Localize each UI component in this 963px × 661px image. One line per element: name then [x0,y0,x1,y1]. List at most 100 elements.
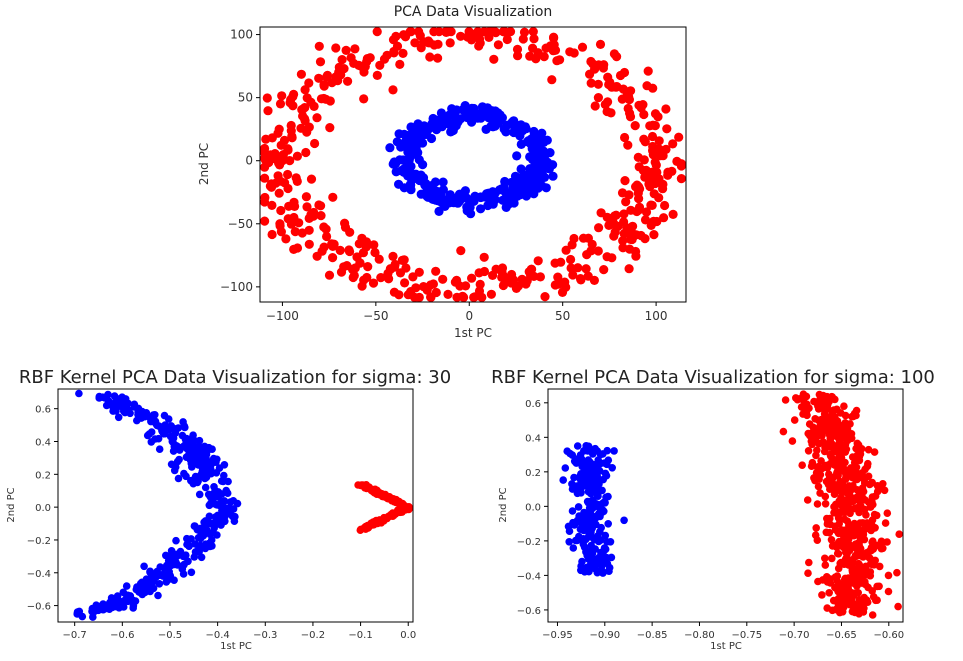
scatter-point [304,239,314,249]
x-tick-label: 100 [645,309,668,323]
scatter-point [593,79,603,89]
scatter-point [467,31,477,41]
scatter-point [167,460,176,469]
scatter-point [845,482,853,490]
scatter-point [577,489,585,497]
scatter-point [844,584,852,593]
scatter-point [372,70,382,80]
scatter-point [300,116,310,126]
scatter-point [474,110,484,121]
scatter-point [371,519,379,528]
pca-ylabel: 2nd PC [197,143,211,185]
scatter-point [285,156,295,166]
scatter-point [618,236,628,246]
scatter-point [426,292,436,302]
scatter-point [529,136,540,147]
scatter-point [314,41,324,51]
scatter-point [129,601,138,610]
scatter-point [828,606,837,615]
scatter-point [541,156,551,166]
scatter-point [169,438,177,447]
scatter-point [598,486,606,495]
scatter-point [813,536,822,544]
scatter-point [823,520,832,528]
scatter-point [879,544,887,553]
scatter-point [873,487,882,496]
scatter-point [821,492,830,501]
scatter-point [410,143,420,153]
scatter-point [182,472,190,481]
scatter-point [425,123,435,133]
scatter-point [173,457,182,466]
x-tick-label: −0.65 [826,630,857,641]
scatter-point [607,253,617,263]
scatter-point [807,462,816,471]
scatter-point [477,292,487,302]
scatter-point [429,27,439,37]
scatter-point [598,500,606,508]
scatter-point [569,544,578,552]
scatter-point [456,31,466,41]
scatter-point [286,126,296,136]
scatter-point [646,220,656,230]
scatter-point [594,223,604,233]
y-tick-label: 0.6 [35,405,51,416]
scatter-point [91,607,99,615]
scatter-point [381,493,389,501]
scatter-point [467,103,477,113]
scatter-point [266,182,277,192]
scatter-point [316,211,326,221]
scatter-point [849,522,858,530]
scatter-point [319,80,329,90]
scatter-point [836,487,844,495]
scatter-point [443,27,453,37]
scatter-point [830,509,838,517]
scatter-point [518,34,528,44]
scatter-point [574,503,583,511]
scatter-point [491,27,501,38]
scatter-point [840,402,848,411]
scatter-point [198,463,207,472]
scatter-point [493,40,503,50]
scatter-point [855,508,863,517]
scatter-point [804,569,812,577]
scatter-point [281,234,291,244]
scatter-point [835,537,844,546]
rbf-sigma30-ylabel: 2nd PC [6,487,17,522]
scatter-point [586,459,595,467]
scatter-point [584,555,593,563]
scatter-point [395,268,406,278]
scatter-point [811,476,819,485]
scatter-point [636,230,646,241]
scatter-point [781,396,790,404]
scatter-point [188,476,196,485]
scatter-point [304,225,314,235]
scatter-point [869,537,877,545]
scatter-point [475,38,485,48]
scatter-point [462,202,472,212]
scatter-point [835,462,843,471]
scatter-point [512,151,522,161]
scatter-point [648,83,658,93]
scatter-point [334,62,344,72]
scatter-point [431,186,441,196]
scatter-point [641,207,652,217]
scatter-point [884,571,893,580]
scatter-point [594,60,604,70]
x-tick-label: −0.6 [110,630,134,641]
scatter-point [394,129,404,139]
scatter-point [449,118,459,128]
scatter-point [292,176,302,186]
scatter-point [599,265,609,275]
x-tick-label: −0.95 [542,630,573,641]
rbf-sigma30-frame [57,388,414,623]
scatter-point [204,464,213,473]
scatter-point [883,509,892,517]
scatter-point [446,127,456,137]
scatter-point [528,27,538,37]
scatter-point [533,183,543,193]
scatter-point [341,45,351,56]
scatter-point [452,292,462,302]
scatter-point [179,552,187,561]
scatter-point [115,604,123,612]
